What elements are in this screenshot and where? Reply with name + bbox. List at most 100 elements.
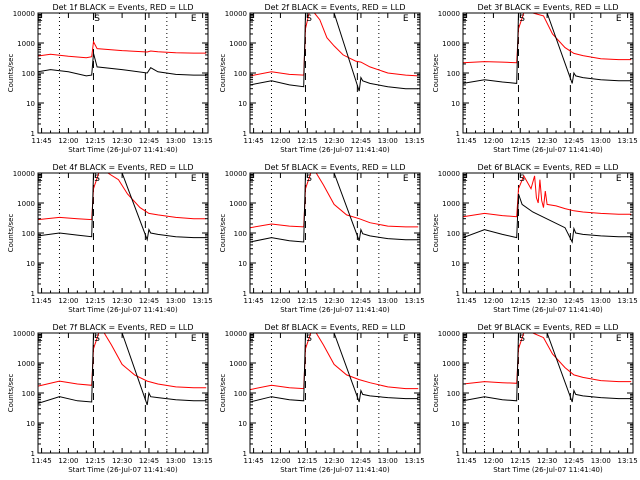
event-marker-label: S <box>306 14 312 24</box>
x-tick-label: 12:30 <box>537 457 557 465</box>
x-tick-label: 12:15 <box>297 297 317 305</box>
y-tick-label: 100 <box>234 230 247 238</box>
y-tick-label: 1 <box>243 130 247 138</box>
y-tick-label: 10000 <box>438 10 460 18</box>
y-axis-label: Counts/sec <box>432 214 440 253</box>
x-tick-label: 12:00 <box>483 297 503 305</box>
event-marker-label: E <box>191 14 197 24</box>
x-tick-label: 13:15 <box>405 137 425 145</box>
event-marker-label: S <box>519 334 525 344</box>
x-tick-label: 12:30 <box>112 457 132 465</box>
y-tick-label: 1000 <box>229 40 247 48</box>
y-tick-label: 100 <box>447 70 460 78</box>
x-tick-label: 12:15 <box>510 457 530 465</box>
x-tick-label: 12:45 <box>139 137 159 145</box>
x-tick-label: 11:45 <box>243 457 263 465</box>
event-marker-label: E <box>37 14 43 24</box>
y-tick-label: 10 <box>238 100 247 108</box>
x-tick-label: 11:45 <box>456 297 476 305</box>
plot-frame <box>462 332 634 454</box>
panel-det-4: 1 10 100 1000 10000 11:45 12:00 12:15 12:30 12:45… <box>7 163 213 314</box>
y-tick-label: 1000 <box>17 200 35 208</box>
event-marker-label: E <box>616 14 622 24</box>
y-axis-label: Counts/sec <box>7 374 15 413</box>
x-tick-label: 13:15 <box>193 297 213 305</box>
event-marker-label: E <box>249 334 255 344</box>
y-tick-label: 1 <box>456 450 460 458</box>
y-axis-label: Counts/sec <box>219 54 227 93</box>
y-tick-label: 1 <box>31 450 35 458</box>
x-tick-label: 12:30 <box>324 137 344 145</box>
y-tick-label: 100 <box>447 230 460 238</box>
series-lld-line <box>250 173 419 229</box>
panel-det-6: 1 10 100 1000 10000 11:45 12:00 12:15 12:30 12:45… <box>432 163 638 314</box>
plot-frame <box>37 12 209 134</box>
event-marker-label: S <box>519 174 525 184</box>
y-tick-label: 100 <box>234 390 247 398</box>
y-tick-label: 1000 <box>442 360 460 368</box>
event-marker-label: E <box>462 14 468 24</box>
y-tick-label: 1 <box>456 130 460 138</box>
x-tick-label: 12:15 <box>85 297 105 305</box>
event-marker-label: E <box>462 334 468 344</box>
plot-frame <box>462 172 634 294</box>
y-tick-label: 1000 <box>17 360 35 368</box>
y-tick-label: 1 <box>456 290 460 298</box>
x-tick-label: 12:00 <box>483 457 503 465</box>
series-events-line <box>463 333 632 403</box>
series-lld-line <box>463 174 632 218</box>
event-marker-label: S <box>94 14 100 24</box>
x-tick-label: 13:00 <box>166 457 186 465</box>
panel-title: Det 2f BLACK = Events, RED = LLD <box>264 3 405 12</box>
y-axis-label: Counts/sec <box>7 54 15 93</box>
x-axis-label: Start Time (26-Jul-07 11:41:40) <box>68 466 178 474</box>
y-axis-label: Counts/sec <box>7 214 15 253</box>
plot-frame <box>249 172 421 294</box>
x-tick-label: 11:45 <box>31 297 51 305</box>
y-tick-label: 10000 <box>438 170 460 178</box>
y-axis-label: Counts/sec <box>219 214 227 253</box>
y-tick-label: 10 <box>238 420 247 428</box>
event-marker-label: E <box>462 174 468 184</box>
x-tick-label: 11:45 <box>31 457 51 465</box>
panel-det-1: 1 10 100 1000 10000 11:45 12:00 12:15 12:30 12:45… <box>7 3 213 154</box>
series-events-line <box>38 173 207 242</box>
series-lld-line <box>38 333 207 389</box>
x-tick-label: 13:00 <box>378 297 398 305</box>
y-tick-label: 1000 <box>442 200 460 208</box>
x-tick-label: 13:15 <box>193 457 213 465</box>
event-marker-label: E <box>616 334 622 344</box>
series-events-line <box>250 333 419 403</box>
y-tick-label: 10000 <box>225 330 247 338</box>
panel-det-3: 1 10 100 1000 10000 11:45 12:00 12:15 12:30 12:45… <box>432 3 638 154</box>
x-axis-label: Start Time (26-Jul-07 11:41:40) <box>493 146 603 154</box>
plot-frame <box>462 12 634 134</box>
y-tick-label: 10000 <box>13 330 35 338</box>
panel-title: Det 7f BLACK = Events, RED = LLD <box>52 323 193 332</box>
y-tick-label: 10000 <box>225 10 247 18</box>
event-marker-label: S <box>519 14 525 24</box>
panel-det-8: 1 10 100 1000 10000 11:45 12:00 12:15 12:30 12:45… <box>219 323 425 474</box>
x-tick-label: 12:30 <box>112 137 132 145</box>
y-tick-label: 100 <box>447 390 460 398</box>
x-tick-label: 13:00 <box>166 297 186 305</box>
event-marker-label: S <box>94 334 100 344</box>
x-tick-label: 13:15 <box>405 297 425 305</box>
x-tick-label: 12:30 <box>537 137 557 145</box>
x-tick-label: 12:45 <box>351 457 371 465</box>
y-tick-label: 10000 <box>225 170 247 178</box>
plot-frame <box>37 332 209 454</box>
x-tick-label: 13:00 <box>591 457 611 465</box>
y-tick-label: 100 <box>234 70 247 78</box>
event-marker-label: E <box>249 14 255 24</box>
x-tick-label: 12:30 <box>324 297 344 305</box>
panel-title: Det 8f BLACK = Events, RED = LLD <box>264 323 405 332</box>
x-tick-label: 12:15 <box>510 297 530 305</box>
x-tick-label: 12:00 <box>483 137 503 145</box>
series-events-line <box>463 13 632 84</box>
x-tick-label: 12:00 <box>270 137 290 145</box>
series-events-line <box>463 193 632 244</box>
y-tick-label: 100 <box>22 390 35 398</box>
y-tick-label: 10 <box>26 420 35 428</box>
panel-title: Det 5f BLACK = Events, RED = LLD <box>264 163 405 172</box>
